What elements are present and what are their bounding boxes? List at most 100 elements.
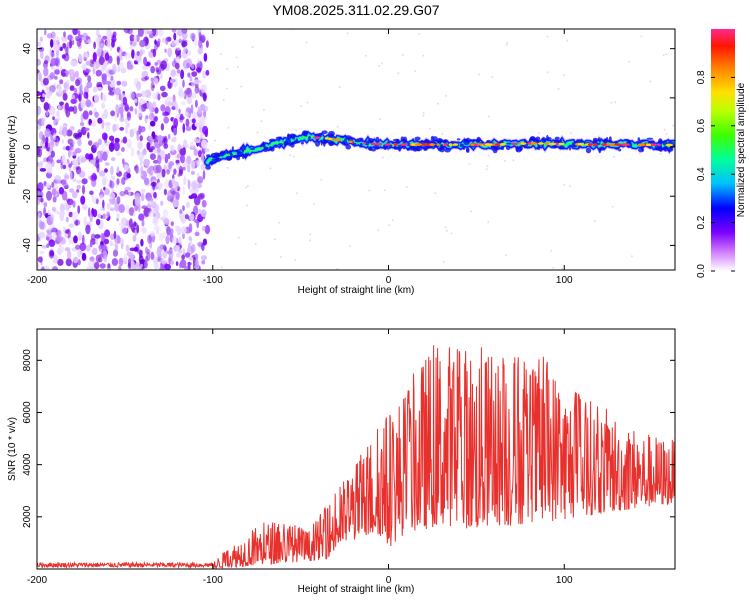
noise-blob — [59, 79, 64, 85]
track-speckle — [283, 140, 289, 146]
noise-blob — [79, 83, 83, 92]
noise-blob — [105, 125, 111, 132]
noise-blob — [162, 111, 169, 117]
noise-blob — [99, 194, 104, 200]
track-speckle — [393, 145, 397, 150]
track-hotspot — [602, 143, 607, 146]
noise-blob — [175, 56, 181, 64]
noise-blob — [128, 190, 131, 197]
noise-blob — [170, 221, 174, 227]
noise-blob — [109, 207, 115, 212]
noise-blob — [150, 77, 154, 82]
noise-blob — [66, 198, 74, 205]
noise-blob — [185, 118, 190, 128]
noise-blob — [140, 90, 147, 98]
noise-dot — [570, 132, 573, 135]
track-hotspot — [335, 138, 342, 142]
noise-blob — [157, 93, 161, 101]
noise-blob — [116, 152, 122, 156]
x-tick-label: -200 — [27, 275, 47, 286]
track-speckle — [656, 146, 663, 151]
track-speckle — [206, 154, 211, 158]
noise-blob — [73, 256, 79, 264]
track-speckle — [371, 148, 376, 152]
noise-blob — [194, 139, 201, 144]
noise-dot — [441, 133, 444, 136]
noise-blob — [145, 37, 149, 45]
noise-blob — [153, 203, 160, 213]
track-speckle — [339, 135, 346, 138]
noise-blob — [70, 150, 73, 156]
noise-blob — [152, 92, 156, 100]
noise-blob — [50, 150, 56, 158]
noise-blob — [118, 204, 125, 213]
noise-blob — [38, 46, 45, 53]
noise-blob — [118, 265, 122, 270]
noise-blob — [64, 184, 70, 190]
noise-blob — [182, 123, 186, 133]
track-hotspot — [609, 143, 616, 146]
noise-blob — [94, 94, 100, 104]
noise-blob — [185, 144, 189, 148]
track-speckle — [638, 147, 645, 153]
noise-blob — [110, 165, 114, 176]
track-speckle — [469, 138, 472, 142]
noise-blob — [186, 87, 193, 98]
noise-blob — [93, 174, 98, 181]
noise-dot — [434, 192, 437, 195]
noise-blob — [149, 231, 156, 237]
noise-blob — [39, 191, 44, 199]
noise-blob — [136, 224, 140, 234]
track-speckle — [438, 138, 442, 145]
noise-blob — [177, 173, 181, 177]
noise-blob — [82, 65, 87, 71]
noise-blob — [182, 79, 185, 88]
track-speckle — [213, 159, 217, 164]
noise-blob — [162, 244, 167, 251]
noise-blob — [124, 189, 129, 195]
noise-blob — [148, 112, 155, 121]
noise-blob — [116, 196, 121, 205]
noise-blob — [195, 99, 198, 108]
noise-blob — [146, 197, 154, 203]
noise-blob — [153, 225, 160, 231]
noise-blob — [52, 196, 57, 203]
noise-dot — [505, 254, 508, 257]
track-speckle — [345, 144, 352, 150]
noise-dot — [442, 260, 445, 263]
noise-blob — [164, 99, 168, 107]
noise-blob — [144, 89, 152, 98]
noise-blob — [153, 164, 160, 174]
spectrogram-frame — [36, 28, 676, 271]
noise-blob — [191, 111, 198, 119]
noise-blob — [136, 34, 140, 42]
track-speckle — [260, 144, 263, 148]
noise-blob — [182, 205, 185, 212]
noise-blob — [54, 175, 61, 182]
noise-blob — [45, 161, 52, 171]
noise-blob — [152, 101, 157, 108]
noise-dot — [470, 210, 473, 213]
noise-blob — [167, 133, 171, 140]
noise-blob — [175, 191, 180, 201]
noise-blob — [96, 37, 100, 48]
noise-blob — [164, 263, 172, 270]
noise-blob — [102, 35, 108, 40]
track-hotspot — [555, 142, 559, 146]
noise-blob — [79, 90, 84, 96]
track-speckle — [666, 147, 674, 152]
track-hotspot — [394, 143, 398, 146]
noise-blob — [68, 106, 75, 112]
noise-blob — [90, 233, 96, 241]
noise-blob — [204, 224, 211, 235]
noise-dot — [227, 166, 229, 169]
track-speckle — [408, 146, 415, 151]
noise-blob — [121, 80, 128, 87]
noise-dot — [289, 154, 292, 157]
noise-blob — [201, 225, 207, 232]
noise-blob — [199, 122, 203, 128]
noise-blob — [126, 138, 132, 149]
noise-blob — [116, 56, 120, 66]
noise-blob — [178, 236, 182, 246]
noise-blob — [201, 199, 207, 208]
